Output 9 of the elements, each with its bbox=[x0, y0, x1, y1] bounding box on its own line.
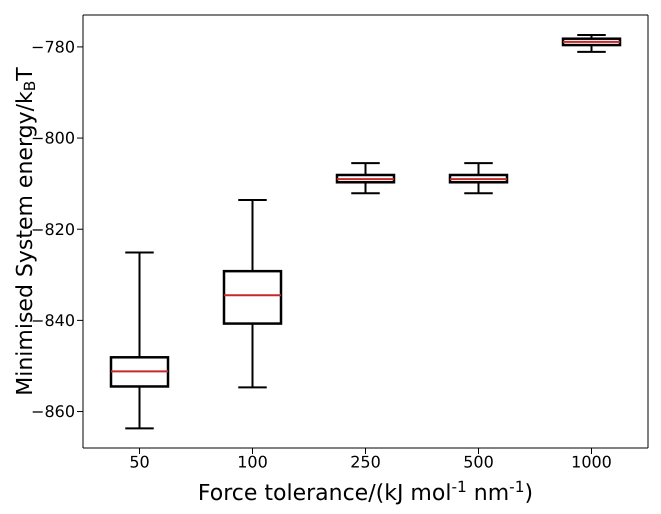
x-axis-title: Force tolerance/(kJ mol$^{-1}$ nm$^{-1}$) bbox=[198, 478, 534, 506]
x-tick-label: 250 bbox=[350, 452, 381, 472]
x-tick-label: 100 bbox=[237, 452, 268, 472]
y-tick-label: −780 bbox=[31, 38, 75, 57]
x-tick-label: 1000 bbox=[571, 452, 612, 472]
x-tick-label: 50 bbox=[129, 452, 150, 472]
y-tick-label: −840 bbox=[31, 311, 75, 330]
y-tick-label: −860 bbox=[31, 402, 75, 422]
x-tick-label: 500 bbox=[463, 452, 494, 472]
